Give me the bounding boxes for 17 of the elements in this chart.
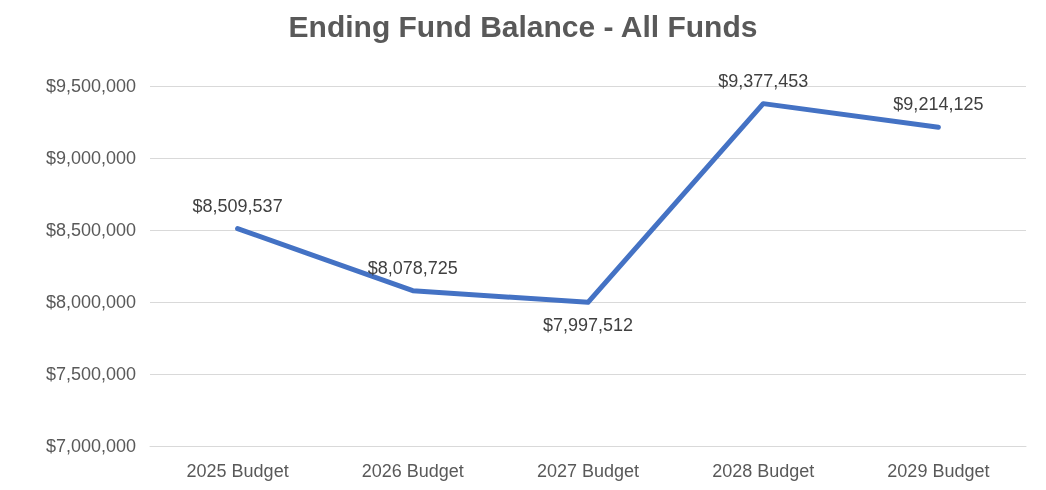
x-tick-label: 2026 Budget [361,461,464,481]
y-tick-label: $7,000,000 [45,436,136,456]
chart-title: Ending Fund Balance - All Funds [288,9,758,43]
x-tick-label: 2029 Budget [887,461,990,481]
y-tick-label: $8,500,000 [45,220,136,240]
x-tick-label: 2028 Budget [712,461,815,481]
y-tick-label: $7,500,000 [45,364,136,384]
data-label: $9,377,453 [718,70,809,91]
data-label: $7,997,512 [542,315,634,336]
data-label: $9,214,125 [893,94,984,115]
y-tick-label: $9,500,000 [45,76,136,96]
y-tick-label: $8,000,000 [45,292,136,312]
x-tick-label: 2025 Budget [186,461,289,481]
data-label: $8,078,725 [367,257,458,278]
y-tick-label: $9,000,000 [45,148,136,168]
data-label: $8,509,537 [192,195,283,216]
x-tick-label: 2027 Budget [536,461,640,481]
